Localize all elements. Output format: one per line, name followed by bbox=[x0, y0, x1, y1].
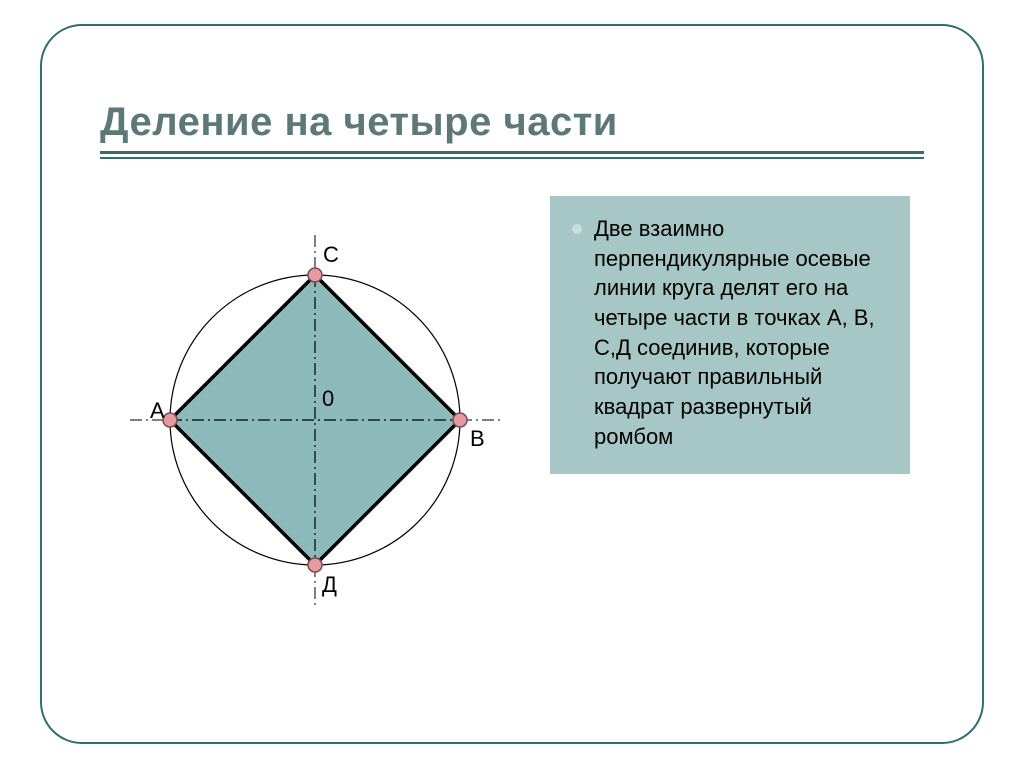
title-underline-1 bbox=[100, 151, 924, 154]
diagram-column: А В С Д 0 bbox=[100, 190, 530, 690]
bullet-icon bbox=[572, 224, 582, 234]
title-block: Деление на четыре части bbox=[100, 100, 924, 159]
title-underline-2 bbox=[100, 157, 924, 159]
label-B: В bbox=[470, 426, 485, 452]
label-D: Д bbox=[322, 572, 337, 598]
label-A: А bbox=[150, 398, 165, 424]
description-text: Две взаимно перпендикулярные осевые лини… bbox=[594, 214, 888, 452]
description-box: Две взаимно перпендикулярные осевые лини… bbox=[550, 196, 910, 474]
slide-title: Деление на четыре части bbox=[100, 100, 924, 151]
text-column: Две взаимно перпендикулярные осевые лини… bbox=[550, 190, 910, 690]
label-O: 0 bbox=[322, 386, 334, 412]
bullet-row: Две взаимно перпендикулярные осевые лини… bbox=[572, 214, 888, 452]
label-C: С bbox=[323, 242, 339, 268]
content-area: А В С Д 0 Две взаимно перпендикулярные о… bbox=[100, 190, 924, 690]
geometry-diagram bbox=[100, 190, 530, 660]
